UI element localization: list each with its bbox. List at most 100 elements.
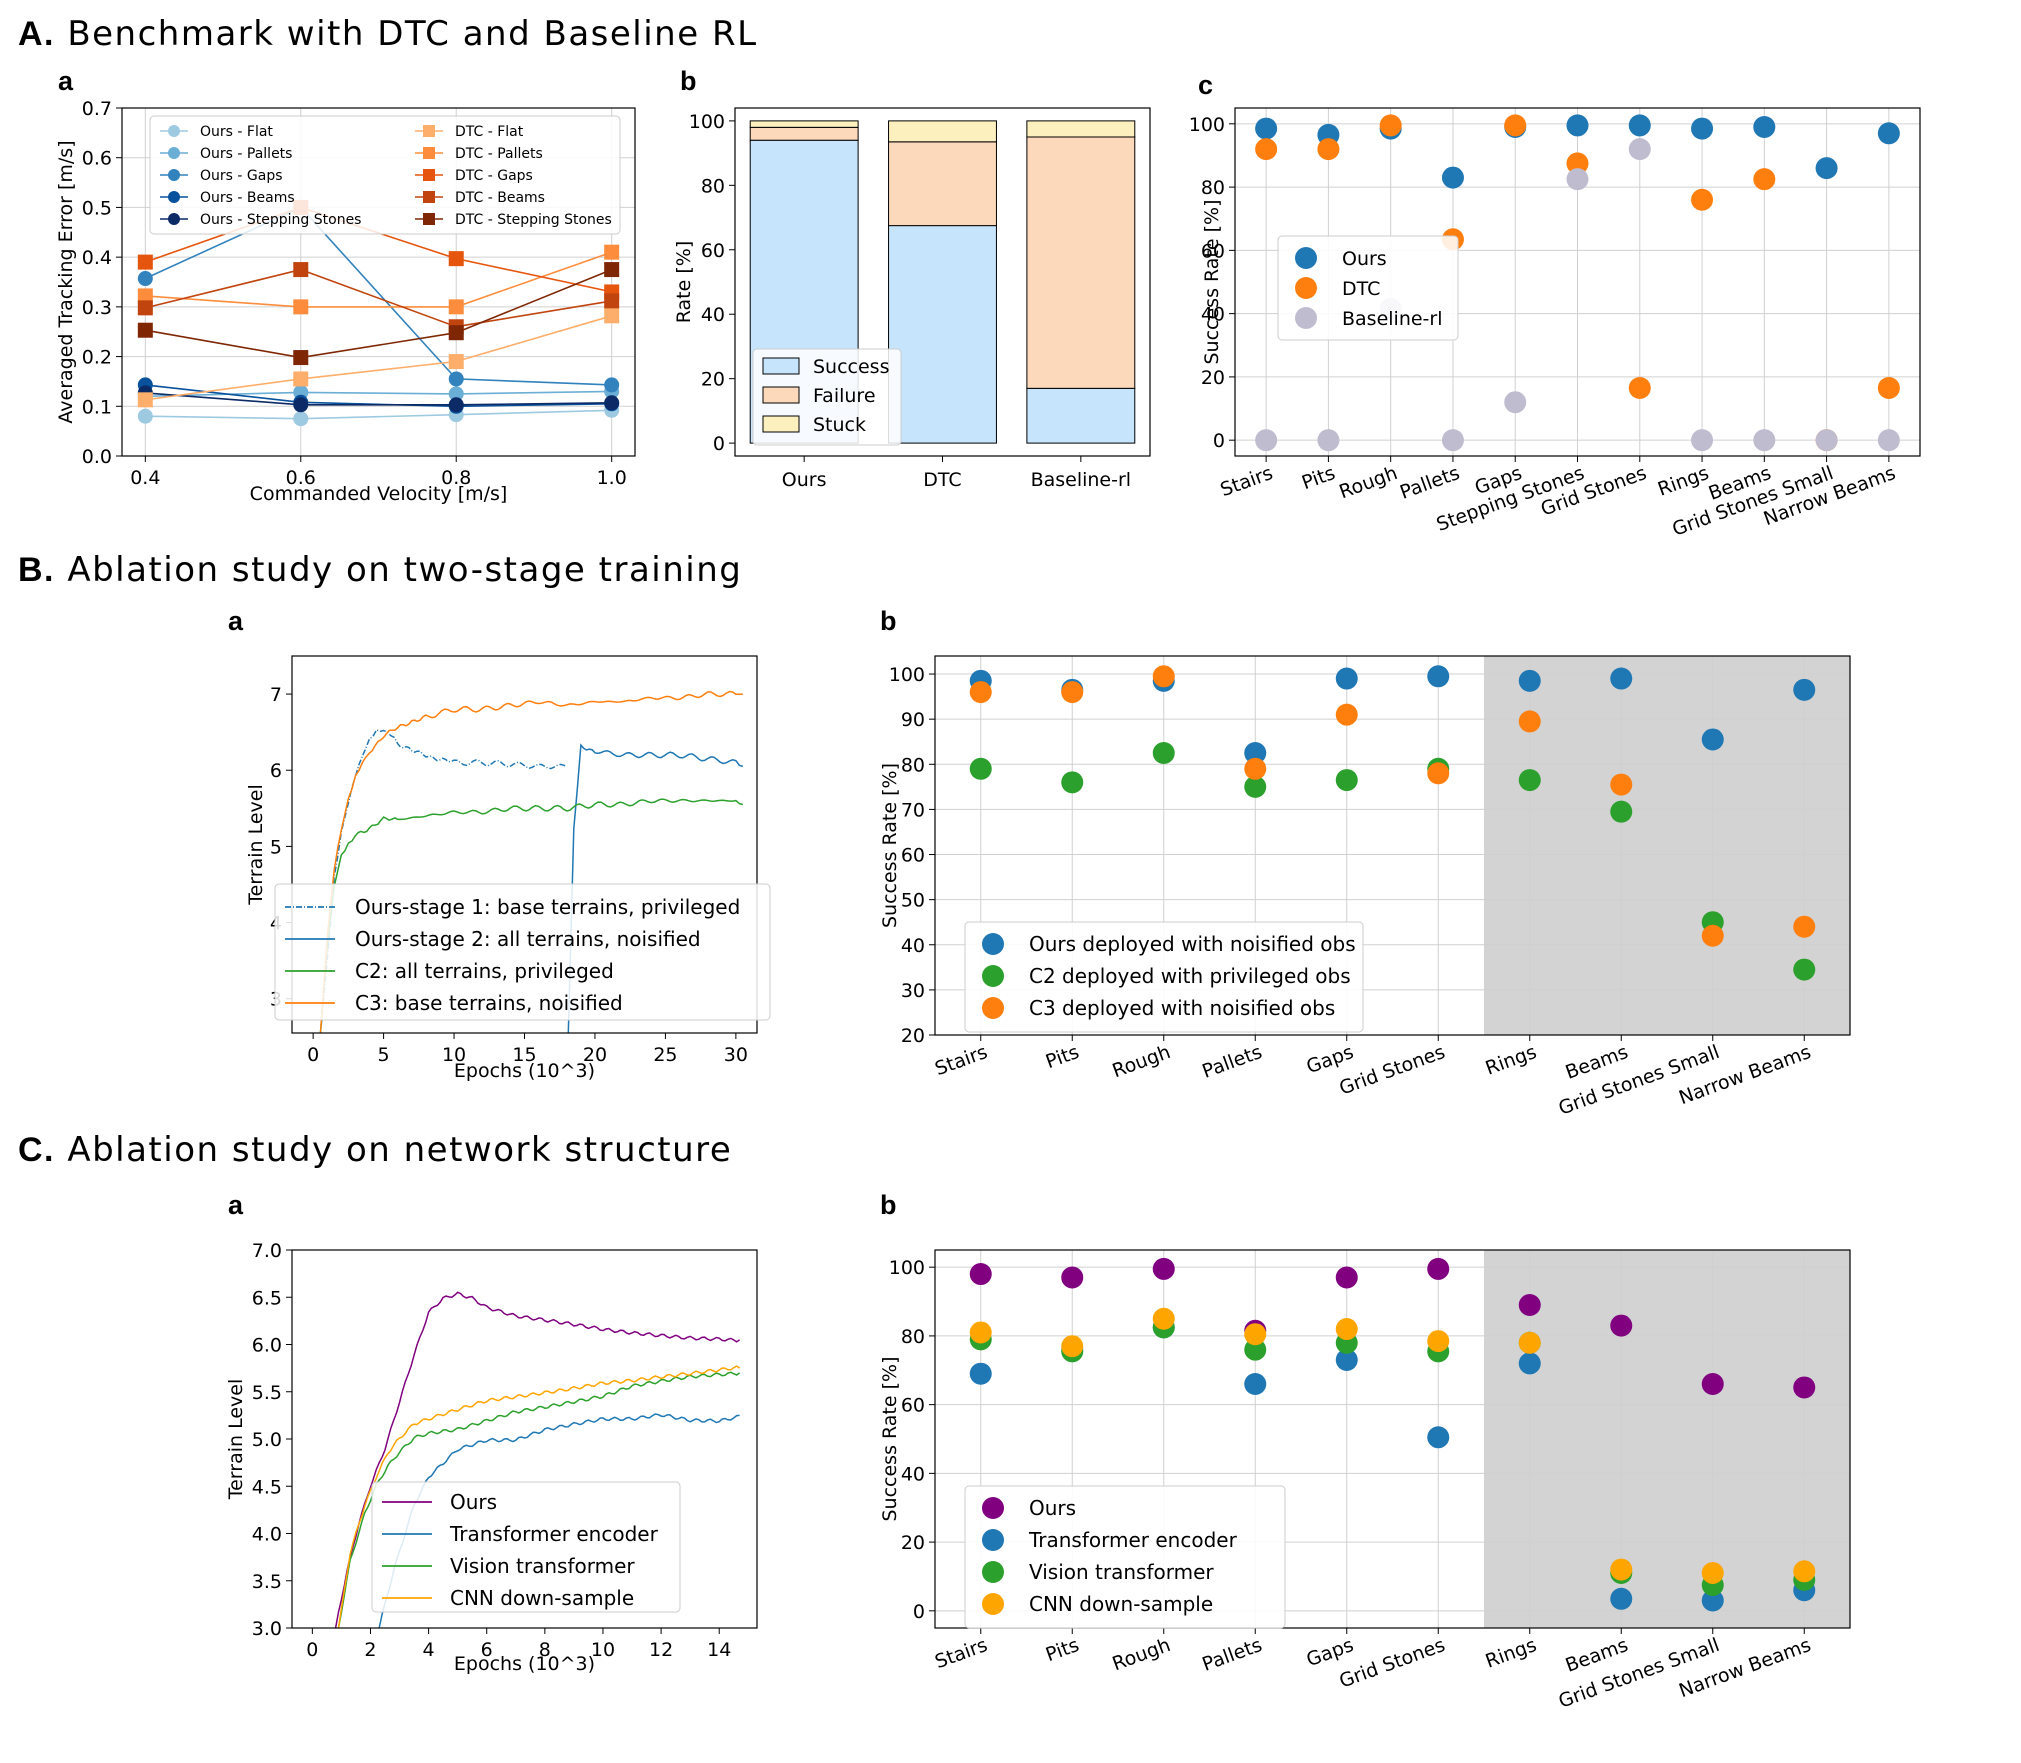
legend-label-Ba-c2-all-terrains-privileged: C2: all terrains, privileged xyxy=(355,959,614,983)
legend-marker-Cb-transformer-encoder xyxy=(982,1529,1004,1551)
point-Bb-c3-deployed-with-noisified-obs-pallets xyxy=(1244,757,1267,780)
point-Ac-baseline-rl-stepping-stones xyxy=(1566,168,1589,191)
series-line-Aa-dtc-pallets xyxy=(145,251,612,308)
xtick-label-Cb-stairs: Stairs xyxy=(932,1634,990,1673)
point-Cb-ours-rough xyxy=(1152,1257,1175,1280)
point-Ac-ours-stepping-stones xyxy=(1566,114,1589,137)
xtick-label-Ab-baseline-rl: Baseline-rl xyxy=(1031,469,1132,491)
xtick-label-Ab-dtc: DTC xyxy=(923,469,961,491)
point-Aa-dtc-stepping-stones-0 xyxy=(137,322,153,338)
series-line-Aa-dtc-beams xyxy=(145,268,612,328)
point-Aa-ours-gaps-2 xyxy=(448,371,464,387)
plot-frame-Bb xyxy=(934,655,1851,1036)
ytick-label-Aa-0-7: 0.7 xyxy=(82,98,112,120)
ytick-label-Ca-3-5: 3.5 xyxy=(252,1571,282,1593)
xtick-label-Aa-0-8: 0.8 xyxy=(441,467,471,489)
ytick-label-Ab-60: 60 xyxy=(701,240,725,262)
section-b-text: Ablation study on two-stage training xyxy=(67,550,743,590)
point-Bb-c2-deployed-with-privileged-obs-stairs xyxy=(969,757,992,780)
point-Aa-dtc-stepping-stones-2 xyxy=(448,325,464,341)
xtick-label-Ca-12: 12 xyxy=(649,1639,673,1661)
x-axis-label-Aa: Commanded Velocity [m/s] xyxy=(250,483,508,505)
ytick-label-Aa-0-0: 0.0 xyxy=(82,446,112,468)
point-Ac-ours-rings xyxy=(1691,117,1714,140)
panel-letter-Ac: c xyxy=(1198,70,1214,100)
xtick-label-Ca-10: 10 xyxy=(591,1639,615,1661)
legend-marker-Aa-dtc-gaps xyxy=(423,169,435,181)
xtick-label-Ba-15: 15 xyxy=(512,1044,536,1066)
legend-marker-Cb-ours xyxy=(982,1497,1004,1519)
x-axis-label-Ca: Epochs (10^3) xyxy=(454,1653,595,1675)
point-Aa-dtc-beams-3 xyxy=(604,293,620,309)
point-Aa-ours-flat-0 xyxy=(137,408,153,424)
point-Ac-ours-beams xyxy=(1753,115,1776,138)
series-line-Aa-ours-flat xyxy=(145,409,612,420)
series-group-Ba xyxy=(319,690,744,1033)
bar-Ab-baseline-rl-success xyxy=(1026,387,1136,444)
plot-frame-Aa xyxy=(121,107,636,457)
plot-frame-Ba xyxy=(291,655,758,1034)
series-line-Aa-ours-stepping-stones xyxy=(145,392,612,406)
bar-Ab-dtc-success xyxy=(888,225,997,444)
ytick-label-Bb-90: 90 xyxy=(901,709,925,731)
point-Cb-cnn-down-sample-pits xyxy=(1061,1335,1084,1358)
plot-frame-Ca xyxy=(291,1249,758,1629)
point-Cb-ours-beams xyxy=(1610,1314,1633,1337)
point-Ac-baseline-rl-stairs xyxy=(1255,429,1278,452)
series-line-Ba-ours-stage-1-base-terrains-privileged xyxy=(319,728,568,1033)
series-line-Ba-c2-all-terrains-privileged xyxy=(319,798,744,1033)
point-Bb-c2-deployed-with-privileged-obs-rings xyxy=(1518,769,1541,792)
point-Aa-dtc-stepping-stones-1 xyxy=(293,350,309,366)
point-Aa-ours-pallets-2 xyxy=(448,386,464,402)
point-Ac-dtc-pits xyxy=(1317,138,1340,161)
ytick-label-Ba-6: 6 xyxy=(270,760,282,782)
xtick-label-Ba-10: 10 xyxy=(442,1044,466,1066)
ytick-label-Aa-0-3: 0.3 xyxy=(82,297,112,319)
legend-marker-Ac-dtc xyxy=(1295,277,1317,299)
y-axis-label-Ba: Terrain Level xyxy=(245,784,267,906)
point-Aa-dtc-flat-0 xyxy=(137,392,153,408)
ytick-label-Ab-80: 80 xyxy=(701,175,725,197)
series-line-Ca-ours xyxy=(334,1291,741,1628)
point-Cb-vision-transformer-pallets xyxy=(1244,1338,1267,1361)
point-Ac-dtc-rings xyxy=(1691,188,1714,211)
point-Bb-ours-deployed-with-noisified-obs-gaps xyxy=(1335,667,1358,690)
legend-marker-Bb-ours-deployed-with-noisified-obs xyxy=(982,933,1004,955)
ytick-label-Bb-70: 70 xyxy=(901,799,925,821)
legend-label-Ba-c3-base-terrains-noisified: C3: base terrains, noisified xyxy=(355,991,623,1015)
ytick-label-Aa-0-6: 0.6 xyxy=(82,148,112,170)
point-Aa-dtc-pallets-2 xyxy=(448,299,464,315)
point-Bb-c3-deployed-with-noisified-obs-rings xyxy=(1518,710,1541,733)
xtick-label-Aa-0-4: 0.4 xyxy=(130,467,160,489)
x-axis-label-Ba: Epochs (10^3) xyxy=(454,1060,595,1082)
point-Aa-dtc-gaps-2 xyxy=(448,251,464,267)
legend-marker-Aa-dtc-pallets xyxy=(423,147,435,159)
legend-marker-Cb-cnn-down-sample xyxy=(982,1593,1004,1615)
legend-marker-Ac-baseline-rl xyxy=(1295,307,1317,329)
point-Cb-cnn-down-sample-beams xyxy=(1610,1558,1633,1581)
ytick-label-Ba-7: 7 xyxy=(270,684,282,706)
point-Cb-cnn-down-sample-grid-stones xyxy=(1427,1330,1450,1353)
xtick-label-Ca-8: 8 xyxy=(539,1639,551,1661)
point-Aa-dtc-stepping-stones-3 xyxy=(604,262,620,278)
legend-swatch-Ab-stuck xyxy=(762,415,800,433)
legend-marker-Aa-ours-stepping-stones xyxy=(168,213,180,225)
y-axis-label-Ac: Success Rate [%] xyxy=(1201,199,1223,364)
section-c-title: C. Ablation study on network structure xyxy=(18,1130,732,1170)
point-Ac-baseline-rl-grid-stones-small xyxy=(1815,429,1838,452)
legend-label-Bb-c3-deployed-with-noisified-obs: C3 deployed with noisified obs xyxy=(1029,996,1335,1020)
ytick-label-Cb-40: 40 xyxy=(901,1463,925,1485)
series-line-Ca-transformer-encoder xyxy=(378,1413,740,1628)
xtick-label-Aa-1-0: 1.0 xyxy=(597,467,627,489)
point-Cb-cnn-down-sample-stairs xyxy=(969,1321,992,1344)
ytick-label-Ac-0: 0 xyxy=(1213,430,1225,452)
point-Bb-ours-deployed-with-noisified-obs-pallets xyxy=(1244,742,1267,765)
point-Bb-c3-deployed-with-noisified-obs-rough xyxy=(1152,665,1175,688)
legend-box-Ca xyxy=(371,1481,681,1613)
point-Cb-cnn-down-sample-rough xyxy=(1152,1307,1175,1330)
legend-box-Cb xyxy=(964,1485,1286,1629)
series-line-Ba-ours-stage-2-all-terrains-noisified xyxy=(567,743,744,1033)
ytick-label-Ca-4-0: 4.0 xyxy=(252,1524,282,1546)
